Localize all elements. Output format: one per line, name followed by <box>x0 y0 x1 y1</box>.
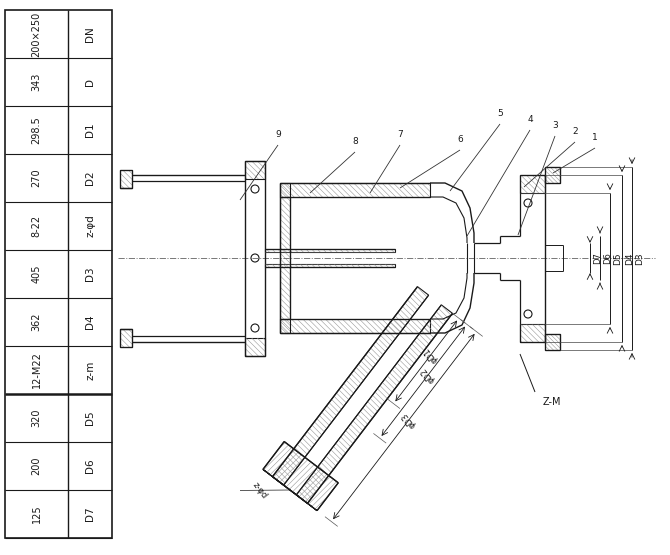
Text: 405: 405 <box>31 265 42 283</box>
Text: D1: D1 <box>85 123 95 137</box>
Text: D6: D6 <box>604 252 612 264</box>
Text: D7: D7 <box>594 252 602 264</box>
Text: D5: D5 <box>85 411 95 425</box>
Text: D2: D2 <box>85 171 95 185</box>
Text: D4: D4 <box>626 253 634 265</box>
Text: 7: 7 <box>397 130 403 139</box>
Text: 1: 1 <box>592 133 598 142</box>
Text: 270: 270 <box>31 169 42 188</box>
Text: 8: 8 <box>352 137 358 146</box>
Text: 343: 343 <box>31 73 42 91</box>
Text: z-φd: z-φd <box>85 215 95 238</box>
Text: DN: DN <box>85 26 95 42</box>
Text: D7: D7 <box>85 507 95 521</box>
Text: z-m: z-m <box>85 360 95 380</box>
Text: D4: D4 <box>85 315 95 329</box>
Text: φD3: φD3 <box>400 411 417 430</box>
Bar <box>545 334 560 350</box>
Text: 5: 5 <box>497 109 503 118</box>
Text: 362: 362 <box>31 313 42 331</box>
Text: z-φd: z-φd <box>251 481 269 501</box>
Text: 200: 200 <box>31 457 42 475</box>
Text: 6: 6 <box>457 135 463 144</box>
Text: 298.5: 298.5 <box>31 116 42 144</box>
Text: 9: 9 <box>275 130 281 139</box>
Text: 2: 2 <box>572 127 578 136</box>
Text: 12-M22: 12-M22 <box>31 351 42 388</box>
Text: Z-M: Z-M <box>543 397 561 407</box>
Bar <box>5 10 112 538</box>
Bar <box>120 329 132 347</box>
Bar <box>545 167 560 183</box>
Text: 125: 125 <box>31 504 42 523</box>
Text: D3: D3 <box>85 267 95 281</box>
Text: D: D <box>85 78 95 86</box>
Text: φD2: φD2 <box>419 365 437 385</box>
Bar <box>245 161 265 356</box>
Text: 320: 320 <box>31 408 42 427</box>
Bar <box>120 170 132 188</box>
Text: φD1: φD1 <box>422 345 440 364</box>
Text: 4: 4 <box>527 115 533 124</box>
Text: D6: D6 <box>85 458 95 473</box>
Text: D5: D5 <box>614 252 622 265</box>
Text: 200×250: 200×250 <box>31 11 42 57</box>
Text: 8-22: 8-22 <box>31 215 42 237</box>
Text: 3: 3 <box>552 121 558 130</box>
Text: D3: D3 <box>636 252 645 265</box>
